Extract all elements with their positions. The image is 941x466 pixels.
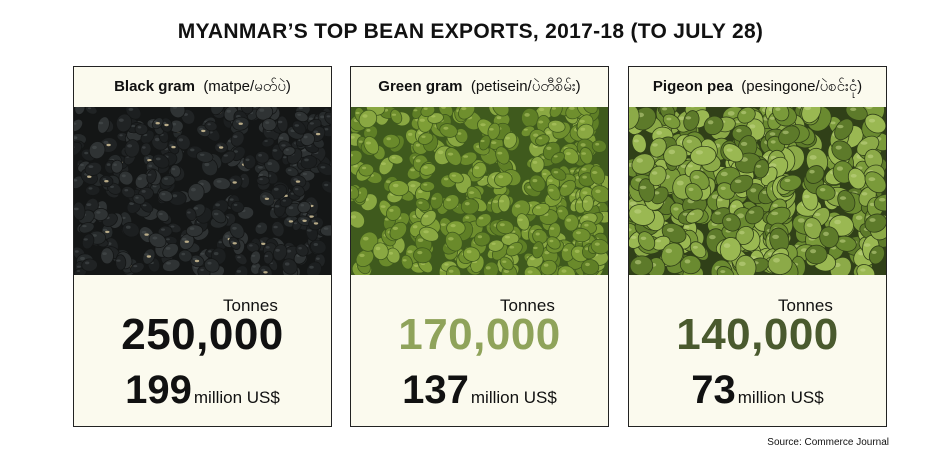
card-header: Pigeon pea (pesingone/ပဲစင်းငုံ) — [629, 67, 886, 107]
usd-value: 199 — [125, 368, 192, 412]
usd-line: 73 million US$ — [629, 368, 886, 413]
usd-unit: million US$ — [193, 388, 280, 407]
card-local-name: (petisein/ပဲတီစိမ်း) — [470, 78, 581, 95]
card-header: Green gram (petisein/ပဲတီစိမ်း) — [351, 67, 608, 107]
tonnes-value: 250,000 — [121, 310, 284, 359]
card-local-name: (matpe/မတ်ပဲ) — [203, 78, 291, 95]
usd-line: 137 million US$ — [351, 368, 608, 413]
pigeon-pea-card: Pigeon pea (pesingone/ပဲစင်းငုံ) Tonnes … — [628, 66, 887, 427]
usd-line: 199 million US$ — [74, 368, 331, 413]
tonnes-label: Tonnes — [778, 296, 833, 315]
tonnes-value: 140,000 — [676, 310, 839, 359]
tonnes-value: 170,000 — [398, 310, 561, 359]
usd-value: 137 — [402, 368, 469, 412]
card-local-name: (pesingone/ပဲစင်းငုံ) — [741, 78, 863, 95]
usd-unit: million US$ — [737, 388, 824, 407]
black-gram-card: Black gram (matpe/မတ်ပဲ) Tonnes 250,000 … — [73, 66, 332, 427]
page-title: MYANMAR’S TOP BEAN EXPORTS, 2017-18 (TO … — [177, 20, 764, 43]
usd-unit: million US$ — [470, 388, 557, 407]
tonnes-label: Tonnes — [223, 296, 278, 315]
source-credit: Source: Commerce Journal — [767, 437, 889, 448]
card-header: Black gram (matpe/မတ်ပဲ) — [74, 67, 331, 107]
green-gram-beans-image — [351, 107, 608, 275]
tonnes-label: Tonnes — [500, 296, 555, 315]
card-bean-name: Green gram — [378, 78, 463, 95]
card-bean-name: Pigeon pea — [652, 78, 733, 95]
pigeon-pea-beans-image — [629, 107, 886, 275]
green-gram-card: Green gram (petisein/ပဲတီစိမ်း) Tonnes 1… — [350, 66, 609, 427]
usd-value: 73 — [691, 368, 736, 412]
black-gram-beans-image — [74, 107, 331, 275]
card-bean-name: Black gram — [114, 78, 195, 95]
